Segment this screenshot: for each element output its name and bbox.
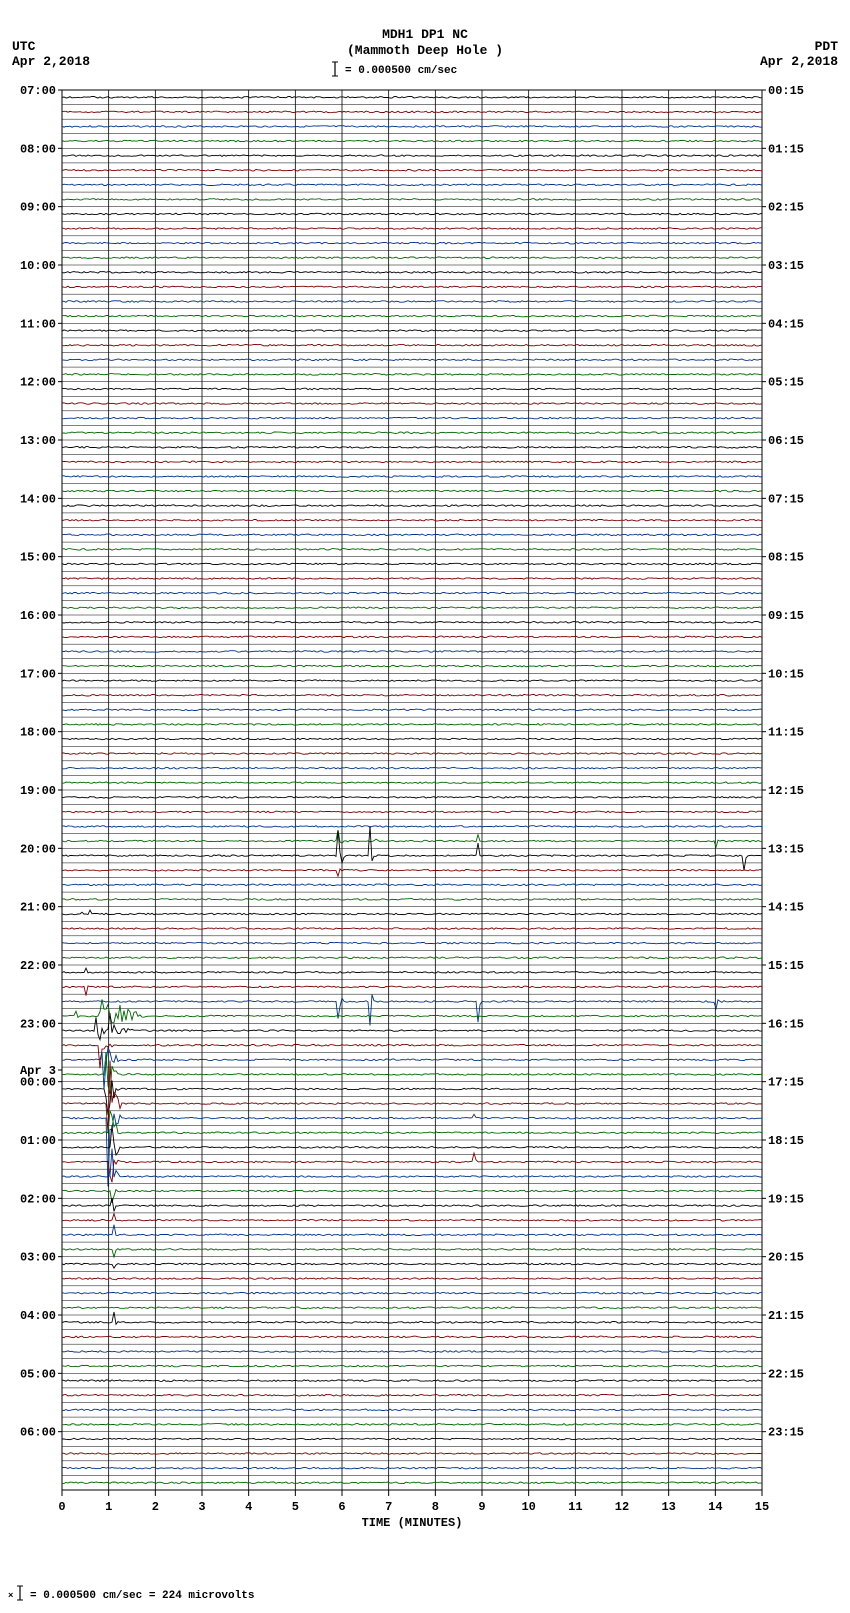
- svg-text:12:15: 12:15: [768, 784, 804, 798]
- svg-text:22:15: 22:15: [768, 1367, 804, 1381]
- svg-text:21:15: 21:15: [768, 1309, 804, 1323]
- svg-text:10:15: 10:15: [768, 667, 804, 681]
- svg-text:13: 13: [661, 1500, 675, 1514]
- svg-text:00:00: 00:00: [20, 1076, 56, 1090]
- title-line1: MDH1 DP1 NC: [382, 27, 468, 42]
- svg-text:04:00: 04:00: [20, 1309, 56, 1323]
- svg-text:01:15: 01:15: [768, 142, 804, 156]
- svg-text:16:00: 16:00: [20, 609, 56, 623]
- svg-text:8: 8: [432, 1500, 439, 1514]
- header-right-tz: PDT: [815, 39, 839, 54]
- svg-text:12: 12: [615, 1500, 629, 1514]
- svg-text:13:15: 13:15: [768, 842, 804, 856]
- svg-text:06:15: 06:15: [768, 434, 804, 448]
- title-line2: (Mammoth Deep Hole ): [347, 43, 503, 58]
- svg-text:23:00: 23:00: [20, 1017, 56, 1031]
- svg-text:17:15: 17:15: [768, 1076, 804, 1090]
- svg-text:19:15: 19:15: [768, 1192, 804, 1206]
- svg-text:07:15: 07:15: [768, 492, 804, 506]
- svg-text:11:00: 11:00: [20, 317, 56, 331]
- seismogram-svg: MDH1 DP1 NC(Mammoth Deep Hole ) = 0.00050…: [0, 0, 850, 1613]
- svg-text:11: 11: [568, 1500, 582, 1514]
- svg-text:1: 1: [105, 1500, 112, 1514]
- svg-text:19:00: 19:00: [20, 784, 56, 798]
- svg-text:12:00: 12:00: [20, 376, 56, 390]
- svg-text:14:00: 14:00: [20, 492, 56, 506]
- left-ticks: 07:00 08:00 09:00 10:00 11:00 12:00 13:00 14:00…: [20, 84, 62, 1440]
- svg-text:20:15: 20:15: [768, 1251, 804, 1265]
- svg-text:0: 0: [58, 1500, 65, 1514]
- svg-text:13:00: 13:00: [20, 434, 56, 448]
- svg-text:×: ×: [8, 1591, 13, 1601]
- seismogram-container: MDH1 DP1 NC(Mammoth Deep Hole ) = 0.00050…: [0, 0, 850, 1613]
- svg-text:6: 6: [338, 1500, 345, 1514]
- svg-text:07:00: 07:00: [20, 84, 56, 98]
- svg-text:03:15: 03:15: [768, 259, 804, 273]
- svg-text:4: 4: [245, 1500, 252, 1514]
- header-left-tz: UTC: [12, 39, 36, 54]
- row-baselines: [62, 90, 762, 1490]
- svg-text:14:15: 14:15: [768, 901, 804, 915]
- svg-text:03:00: 03:00: [20, 1251, 56, 1265]
- svg-text:08:00: 08:00: [20, 142, 56, 156]
- svg-text:09:00: 09:00: [20, 201, 56, 215]
- svg-text:5: 5: [292, 1500, 299, 1514]
- svg-text:18:15: 18:15: [768, 1134, 804, 1148]
- svg-text:22:00: 22:00: [20, 959, 56, 973]
- svg-text:9: 9: [478, 1500, 485, 1514]
- x-axis-label: TIME (MINUTES): [362, 1516, 463, 1530]
- svg-text:10:00: 10:00: [20, 259, 56, 273]
- svg-text:16:15: 16:15: [768, 1017, 804, 1031]
- svg-text:15:15: 15:15: [768, 959, 804, 973]
- svg-text:05:00: 05:00: [20, 1367, 56, 1381]
- svg-text:01:00: 01:00: [20, 1134, 56, 1148]
- svg-text:23:15: 23:15: [768, 1426, 804, 1440]
- svg-text:02:15: 02:15: [768, 201, 804, 215]
- svg-text:08:15: 08:15: [768, 551, 804, 565]
- footer-text: = 0.000500 cm/sec = 224 microvolts: [30, 1590, 254, 1602]
- svg-text:11:15: 11:15: [768, 726, 804, 740]
- scale-label: = 0.000500 cm/sec: [345, 65, 457, 77]
- right-ticks: 00:15 01:15 02:15 03:15 04:15 05:15 06:15 07:15…: [762, 84, 804, 1440]
- svg-text:3: 3: [198, 1500, 205, 1514]
- svg-text:7: 7: [385, 1500, 392, 1514]
- svg-text:2: 2: [152, 1500, 159, 1514]
- svg-text:21:00: 21:00: [20, 901, 56, 915]
- svg-text:02:00: 02:00: [20, 1192, 56, 1206]
- svg-text:14: 14: [708, 1500, 722, 1514]
- svg-text:09:15: 09:15: [768, 609, 804, 623]
- svg-text:06:00: 06:00: [20, 1426, 56, 1440]
- svg-text:05:15: 05:15: [768, 376, 804, 390]
- svg-text:15:00: 15:00: [20, 551, 56, 565]
- header-right-date: Apr 2,2018: [760, 54, 838, 69]
- svg-text:17:00: 17:00: [20, 667, 56, 681]
- svg-text:04:15: 04:15: [768, 317, 804, 331]
- svg-text:18:00: 18:00: [20, 726, 56, 740]
- svg-text:00:15: 00:15: [768, 84, 804, 98]
- svg-text:15: 15: [755, 1500, 769, 1514]
- svg-text:10: 10: [521, 1500, 535, 1514]
- x-axis: 0123456789101112131415TIME (MINUTES): [58, 1490, 769, 1530]
- header-left-date: Apr 2,2018: [12, 54, 90, 69]
- svg-text:20:00: 20:00: [20, 842, 56, 856]
